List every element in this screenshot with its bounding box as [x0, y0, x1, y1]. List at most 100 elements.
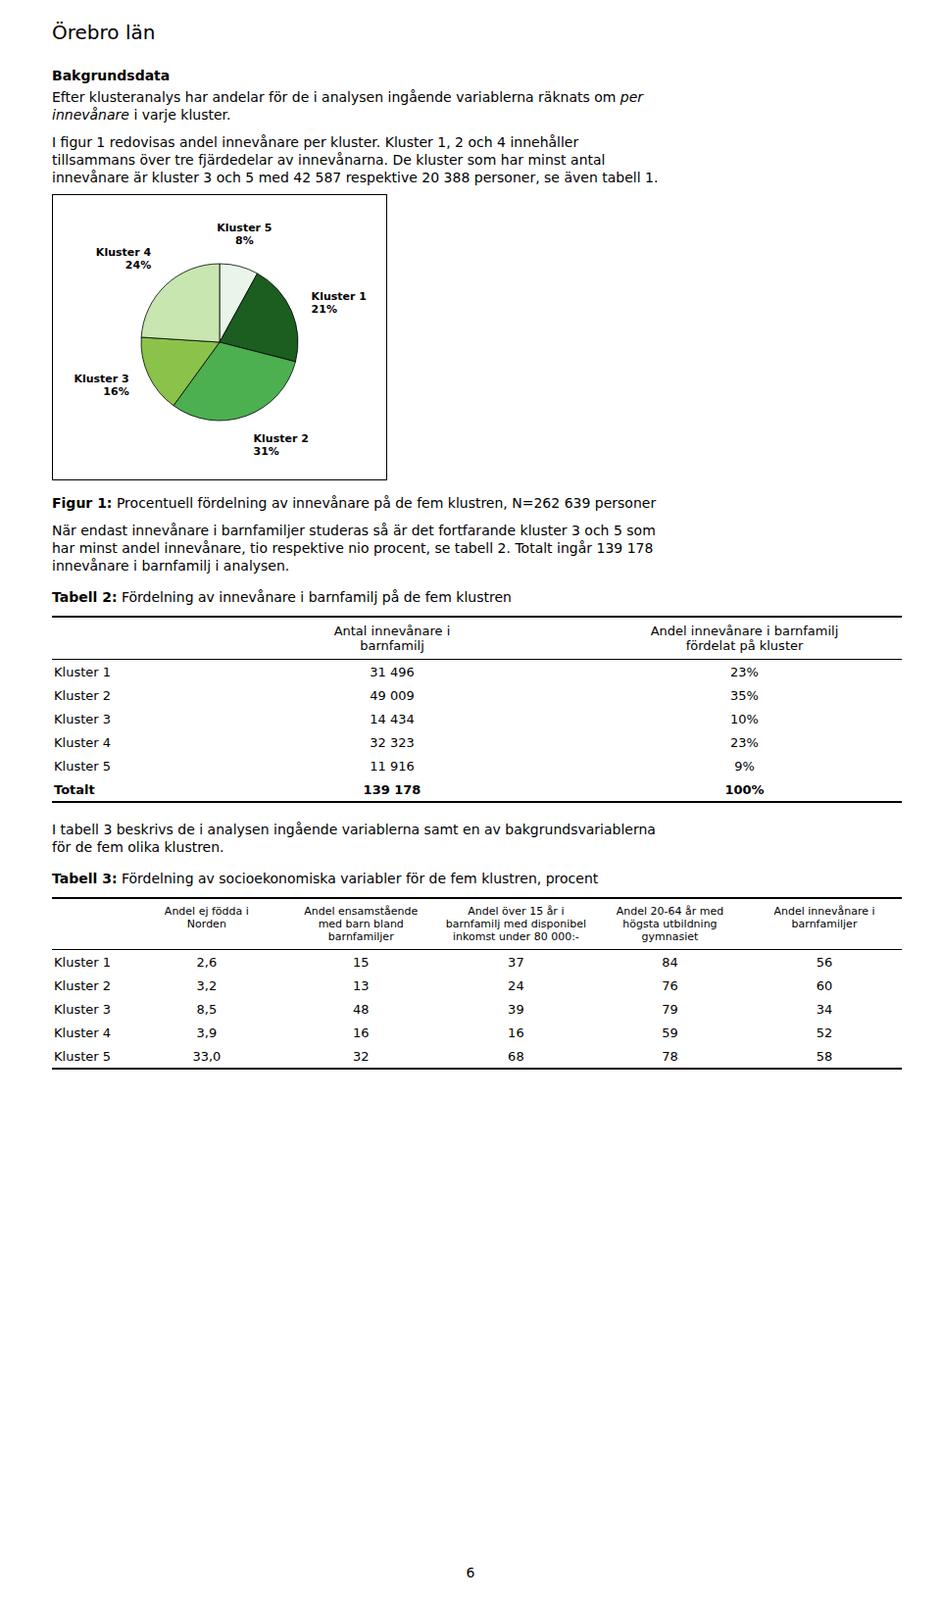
table-caption: Tabell 2: Fördelning av innevånare i bar… — [51, 588, 902, 606]
table-cell: 78 — [593, 1043, 747, 1069]
pie-label-value: 24% — [125, 258, 151, 272]
table-cell: 68 — [439, 1043, 594, 1069]
table-cell: 24 — [439, 973, 594, 997]
pie-label-name: Kluster 3 — [73, 372, 129, 386]
table-cell: 60 — [746, 973, 902, 997]
pie-label-value: 31% — [253, 445, 280, 458]
wedges — [141, 263, 298, 421]
caption-text: Procentuell fördelning av innevånare på … — [111, 495, 656, 511]
table2: Antal innevånare i barnfamiljAndel innev… — [51, 615, 902, 803]
text-line: innevånare i varje kluster. — [51, 105, 902, 124]
table-cell: Kluster 3 — [51, 996, 131, 1021]
table-cell: 11 916 — [197, 753, 588, 778]
labels: Kluster 58%Kluster 121%Kluster 231%Klust… — [73, 221, 367, 458]
pie-label-value: 8% — [235, 234, 254, 248]
page-number: 6 — [0, 1564, 941, 1581]
table-cell: 139 178 — [197, 777, 588, 802]
section3: När endast innevånare i barnfamiljer stu… — [51, 521, 902, 575]
header-cell: Andel innevånare i barnfamiljer — [746, 897, 902, 950]
table-cell: 32 — [283, 1043, 440, 1069]
table-row: Kluster 533,032687858 — [51, 1043, 902, 1069]
page: Örebro länBakgrundsdataEfter klusteranal… — [51, 23, 902, 1088]
table-cell: 31 496 — [197, 659, 588, 685]
table-cell: Totalt — [51, 777, 198, 802]
table-cell: Kluster 2 — [51, 973, 131, 997]
table-cell: 35% — [587, 683, 902, 707]
text-run: Efter klusteranalys har andelar för de i… — [51, 89, 621, 105]
table-cell: 8,5 — [130, 996, 284, 1021]
section2: I figur 1 redovisas andel innevånare per… — [51, 133, 902, 187]
caption-text: Fördelning av socioekonomiska variabler … — [117, 870, 599, 887]
table-cell: Kluster 4 — [51, 1020, 131, 1044]
table-cell: 58 — [746, 1043, 902, 1069]
table-cell: Kluster 5 — [51, 753, 198, 778]
pie-chart: Kluster 58%Kluster 121%Kluster 231%Klust… — [52, 195, 387, 480]
table-row: Kluster 43,916165952 — [51, 1020, 902, 1044]
header-cell — [51, 616, 198, 660]
header-cell: Andel över 15 år i barnfamilj med dispon… — [439, 897, 594, 950]
text-run: i varje kluster. — [129, 106, 232, 123]
text-run: innevånare — [51, 106, 130, 123]
caption-text: Fördelning av innevånare i barnfamilj på… — [117, 589, 512, 605]
table-cell: 14 434 — [197, 706, 588, 731]
table-cell: 15 — [283, 949, 440, 975]
pie-label-value: 21% — [311, 302, 338, 316]
table-cell: 48 — [283, 996, 440, 1021]
table-cell: 16 — [283, 1020, 440, 1044]
pie-wedge — [141, 263, 220, 343]
header-row: Andel ej födda i NordenAndel ensamståend… — [51, 897, 902, 950]
table-cell: 84 — [593, 949, 747, 975]
caption-bold: Figur 1: — [51, 495, 112, 511]
table-cell: 23% — [587, 659, 902, 685]
table-cell: 100% — [587, 777, 902, 802]
table3: Andel ej födda i NordenAndel ensamståend… — [51, 896, 902, 1070]
table-body: Kluster 12,615378456Kluster 23,213247660… — [51, 949, 902, 1070]
text-line: När endast innevånare i barnfamiljer stu… — [51, 521, 902, 540]
table-cell: 23% — [587, 730, 902, 754]
table-cell: 59 — [593, 1020, 747, 1044]
table-cell: 52 — [746, 1020, 902, 1044]
text-line: I tabell 3 beskrivs de i analysen ingåen… — [51, 820, 902, 839]
table-cell: 13 — [283, 973, 440, 997]
section1: Efter klusteranalys har andelar för de i… — [51, 88, 902, 124]
table-row: Kluster 38,548397934 — [51, 996, 902, 1021]
table-cell: 32 323 — [197, 730, 588, 754]
pie-label-name: Kluster 4 — [96, 246, 152, 259]
text-line: innevånare är kluster 3 och 5 med 42 587… — [51, 168, 902, 187]
table-row: Kluster 432 32323% — [51, 730, 902, 754]
text-line: för de fem olika klustren. — [51, 838, 902, 856]
table-cell: 10% — [587, 706, 902, 731]
table-cell: Kluster 5 — [51, 1043, 131, 1069]
table-cell: 37 — [439, 949, 594, 975]
table-row: Totalt139 178100% — [51, 777, 902, 802]
text-line: tillsammans över tre fjärdedelar av inne… — [51, 150, 902, 169]
header-cell — [51, 897, 131, 950]
pie-wedge — [141, 337, 220, 406]
caption-bold: Tabell 2: — [51, 589, 118, 605]
header-cell: Antal innevånare i barnfamilj — [197, 616, 588, 660]
table-head: Antal innevånare i barnfamiljAndel innev… — [51, 616, 902, 660]
header-cell: Andel innevånare i barnfamilj fördelat p… — [587, 616, 902, 660]
table-cell: 39 — [439, 996, 594, 1021]
title: Örebro län — [51, 23, 902, 42]
pie-label-value: 16% — [102, 385, 129, 398]
table-head: Andel ej födda i NordenAndel ensamståend… — [51, 897, 902, 950]
table-cell: 33,0 — [130, 1043, 284, 1069]
table-cell: Kluster 1 — [51, 949, 131, 975]
text-line: har minst andel innevånare, tio respekti… — [51, 539, 902, 557]
table-row: Kluster 314 43410% — [51, 706, 902, 731]
table-cell: 3,2 — [130, 973, 284, 997]
figure-caption: Figur 1: Procentuell fördelning av innev… — [51, 494, 902, 512]
table-row: Kluster 12,615378456 — [51, 949, 902, 975]
pie-label-name: Kluster 1 — [311, 290, 367, 303]
table-cell: Kluster 2 — [51, 683, 198, 707]
table-cell: Kluster 4 — [51, 730, 198, 754]
text-line: Efter klusteranalys har andelar för de i… — [51, 88, 902, 106]
table-cell: 9% — [587, 753, 902, 778]
table-row: Kluster 511 9169% — [51, 753, 902, 778]
table-row: Kluster 131 49623% — [51, 659, 902, 685]
header-cell: Andel ej födda i Norden — [130, 897, 284, 950]
text-line: innevånare i barnfamilj i analysen. — [51, 556, 902, 575]
table-row: Kluster 23,213247660 — [51, 973, 902, 997]
header-row: Antal innevånare i barnfamiljAndel innev… — [51, 616, 902, 660]
